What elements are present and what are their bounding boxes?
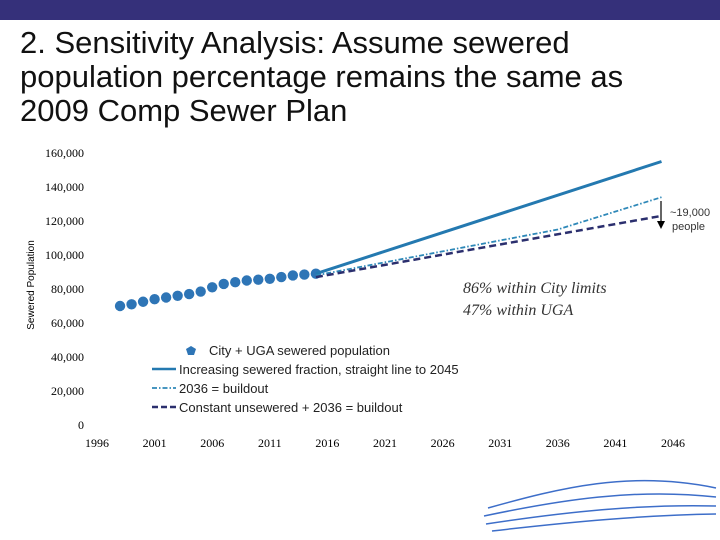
legend-marker-observed xyxy=(186,346,196,355)
note-uga: 47% within UGA xyxy=(463,302,573,319)
x-tick-label: 2011 xyxy=(258,436,282,450)
data-point xyxy=(114,300,126,312)
y-tick-label: 120,000 xyxy=(45,214,84,228)
x-tick-label: 2031 xyxy=(488,436,512,450)
data-point xyxy=(241,275,252,286)
data-point xyxy=(287,270,299,281)
x-tick-label: 2036 xyxy=(546,436,570,450)
gap-annotation-unit: people xyxy=(672,221,705,233)
swoosh-stroke-2 xyxy=(483,493,717,517)
y-tick-label: 0 xyxy=(78,418,84,432)
x-tick-label: 2041 xyxy=(603,436,627,450)
y-tick-label: 160,000 xyxy=(45,146,84,160)
chart-axes: 0 20,000 40,000 60,000 80,000 100,000 120,000 1… xyxy=(45,146,685,450)
gap-arrow-head xyxy=(657,221,665,229)
y-tick-label: 100,000 xyxy=(45,248,84,262)
x-tick-label: 2001 xyxy=(143,436,167,450)
x-tick-label: 2021 xyxy=(373,436,397,450)
header-bar xyxy=(0,0,720,20)
legend-entry-constant: Constant unsewered + 2036 = buildout xyxy=(152,400,403,415)
y-tick-label: 20,000 xyxy=(51,384,84,398)
data-point xyxy=(276,271,287,283)
legend-entry-observed: City + UGA sewered population xyxy=(186,343,390,358)
y-axis-title: Sewered Population xyxy=(26,240,37,330)
footer-swoosh-logo xyxy=(483,479,717,532)
legend-label-buildout: 2036 = buildout xyxy=(179,381,269,396)
legend-entry-increasing: Increasing sewered fraction, straight li… xyxy=(152,362,459,377)
legend-entry-buildout: 2036 = buildout xyxy=(152,381,269,396)
swoosh-stroke-1 xyxy=(487,479,717,509)
chart-series xyxy=(114,160,662,312)
y-tick-label: 140,000 xyxy=(45,180,84,194)
data-point xyxy=(172,290,183,301)
gap-annotation: ~19,000 people xyxy=(657,201,710,233)
series-line-increasing xyxy=(315,160,662,276)
data-point xyxy=(149,294,160,305)
chart-legend: City + UGA sewered population Increasing… xyxy=(152,343,459,415)
legend-label-increasing: Increasing sewered fraction, straight li… xyxy=(179,362,459,377)
x-tick-label: 2026 xyxy=(431,436,455,450)
y-tick-label: 80,000 xyxy=(51,282,84,296)
data-point xyxy=(218,278,229,290)
data-point xyxy=(207,282,218,293)
data-point xyxy=(230,277,241,288)
data-point xyxy=(183,288,195,300)
swoosh-stroke-3 xyxy=(485,504,717,525)
data-point xyxy=(195,286,206,297)
series-line-constant xyxy=(315,214,662,279)
swoosh-stroke-4 xyxy=(491,513,717,532)
data-point xyxy=(126,299,137,310)
note-city-limits: 86% within City limits xyxy=(463,280,607,297)
data-point xyxy=(160,292,172,303)
data-point xyxy=(253,274,264,285)
data-point xyxy=(264,273,275,284)
y-tick-label: 60,000 xyxy=(51,316,84,330)
gap-annotation-value: ~19,000 xyxy=(670,207,710,219)
slide-title: 2. Sensitivity Analysis: Assume sewered … xyxy=(20,25,624,128)
x-tick-label: 1996 xyxy=(85,436,109,450)
x-tick-label: 2016 xyxy=(315,436,339,450)
x-tick-label: 2046 xyxy=(661,436,685,450)
legend-label-observed: City + UGA sewered population xyxy=(209,343,390,358)
series-line-buildout xyxy=(315,196,662,277)
x-tick-label: 2006 xyxy=(200,436,224,450)
y-tick-label: 40,000 xyxy=(51,350,84,364)
data-point xyxy=(137,296,149,307)
data-point xyxy=(299,269,310,280)
legend-label-constant: Constant unsewered + 2036 = buildout xyxy=(179,400,403,415)
